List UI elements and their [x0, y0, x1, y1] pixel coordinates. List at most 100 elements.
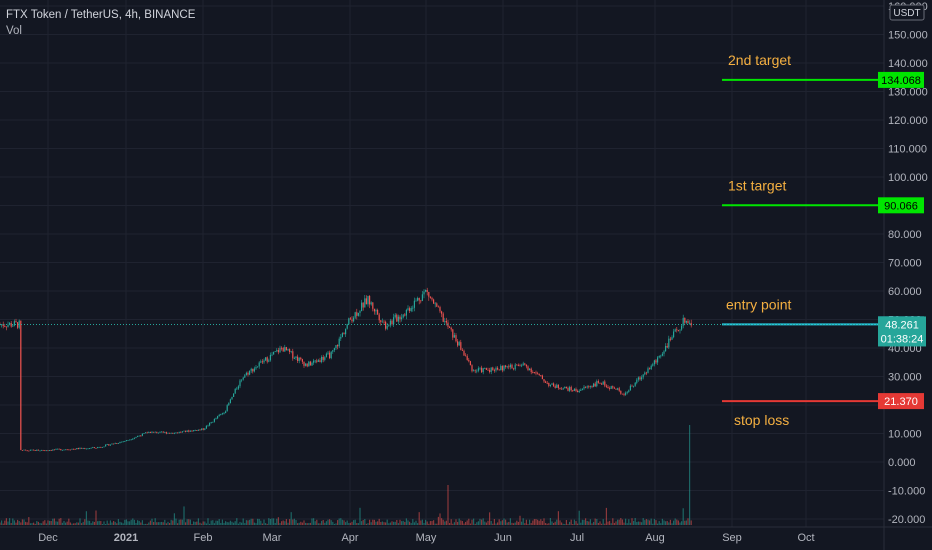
volume-bar: [276, 518, 278, 525]
volume-bar: [687, 518, 689, 525]
candle-body: [1, 324, 3, 326]
volume-bar: [567, 523, 569, 525]
symbol-title[interactable]: FTX Token / TetherUS, 4h, BINANCE: [6, 9, 196, 21]
volume-bar: [346, 520, 348, 525]
candle-body: [500, 365, 502, 371]
volume-bar: [369, 519, 371, 525]
candle-body: [18, 320, 20, 328]
volume-bar: [13, 520, 15, 525]
candle-body: [423, 291, 425, 295]
volume-bar: [348, 523, 350, 525]
volume-bar: [220, 522, 222, 525]
candle-body: [556, 384, 558, 388]
candle-body: [377, 309, 379, 315]
candle-body: [642, 374, 644, 378]
candle-body: [365, 298, 367, 305]
volume-bar: [370, 522, 372, 525]
volume-bar: [175, 518, 177, 525]
volume-bar: [36, 521, 38, 525]
volume-bar: [573, 519, 575, 525]
volume-bar: [282, 520, 284, 525]
candle-body: [42, 449, 44, 451]
candle-body: [233, 393, 235, 398]
volume-bar: [242, 518, 244, 525]
candle-body: [117, 443, 119, 444]
volume-bar: [532, 520, 534, 525]
volume-bar: [135, 522, 137, 525]
volume-bar: [434, 523, 436, 525]
volume-bar: [642, 518, 644, 525]
volume-bar: [514, 522, 516, 525]
candle-body: [577, 390, 579, 393]
volume-bar: [612, 518, 614, 525]
volume-bar: [529, 519, 531, 525]
candle-body: [324, 357, 326, 360]
currency-label: USDT: [893, 8, 920, 19]
volume-bar: [652, 523, 654, 525]
candle-body: [516, 364, 518, 366]
candle-body: [426, 289, 428, 292]
volume-bar: [439, 513, 441, 525]
candle-body: [7, 324, 9, 328]
volume-bar: [109, 520, 111, 525]
stop-label: stop loss: [734, 412, 789, 428]
candle-body: [677, 330, 679, 331]
candle-body: [130, 439, 132, 441]
candle-body: [21, 449, 23, 451]
y-tick-label: 60.000: [888, 286, 922, 298]
candle-body: [45, 450, 47, 452]
volume-bar: [311, 518, 313, 525]
volume-bar: [335, 523, 337, 525]
candle-body: [274, 351, 276, 353]
candle-body: [564, 386, 566, 389]
volume-bar: [354, 519, 356, 525]
candle-body: [255, 367, 257, 369]
candle-body: [202, 428, 204, 430]
volume-bar: [252, 518, 254, 525]
volume-bar: [353, 520, 355, 525]
volume-bar: [100, 521, 102, 525]
candle-body: [449, 326, 451, 328]
volume-bar: [524, 523, 526, 525]
x-tick-label: May: [416, 532, 437, 544]
volume-bar: [215, 520, 217, 525]
volume-bar: [641, 522, 643, 525]
volume-bar: [588, 521, 590, 525]
candle-body: [505, 365, 507, 367]
volume-bar: [436, 523, 438, 525]
volume-bar: [581, 519, 583, 525]
candle-body: [479, 367, 481, 369]
volume-bar: [503, 518, 505, 525]
candle-body: [36, 449, 38, 451]
volume-bar: [193, 521, 195, 525]
candle-body: [407, 308, 409, 310]
volume-bar: [487, 520, 489, 525]
candle-body: [581, 388, 583, 390]
volume-bar: [132, 518, 134, 525]
volume-bar: [540, 519, 542, 525]
candle-body: [173, 432, 175, 434]
y-tick-label: 150.000: [888, 30, 928, 42]
volume-bar: [458, 518, 460, 525]
candle-body: [415, 300, 417, 302]
candle-body: [380, 320, 382, 322]
volume-bar: [308, 523, 310, 525]
volume-bar: [74, 523, 76, 525]
x-tick-label: Mar: [263, 532, 282, 544]
entry-label: entry point: [726, 296, 791, 312]
volume-bar: [298, 522, 300, 525]
y-tick-label: 120.000: [888, 115, 928, 127]
candle-body: [548, 382, 550, 386]
volume-bar: [172, 520, 174, 525]
volume-bar: [373, 519, 375, 525]
volume-indicator-label[interactable]: Vol: [6, 25, 22, 37]
target-price-value: 90.066: [884, 200, 918, 212]
candle-body: [129, 439, 131, 441]
volume-bar: [341, 519, 343, 525]
candle-body: [322, 356, 324, 360]
volume-bar: [53, 518, 55, 525]
candle-body: [172, 432, 174, 434]
candle-body: [103, 446, 105, 448]
volume-bar: [617, 519, 619, 525]
